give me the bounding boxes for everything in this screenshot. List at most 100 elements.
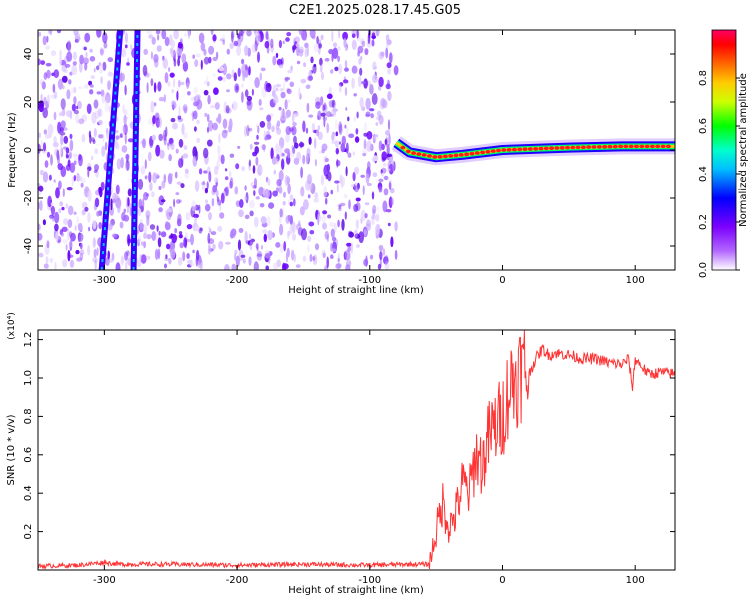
noise-blob bbox=[255, 156, 259, 166]
noise-blob bbox=[378, 140, 383, 152]
noise-blob bbox=[248, 159, 252, 167]
noise-blob bbox=[317, 213, 320, 226]
noise-blob bbox=[94, 259, 97, 270]
noise-blob bbox=[87, 168, 90, 178]
noise-blob bbox=[305, 127, 309, 134]
noise-blob bbox=[383, 175, 389, 181]
noise-blob bbox=[69, 162, 76, 173]
noise-blob bbox=[258, 98, 262, 107]
noise-blob bbox=[246, 100, 252, 106]
noise-blob bbox=[38, 31, 42, 37]
noise-blob bbox=[177, 115, 182, 120]
noise-blob bbox=[171, 40, 175, 49]
noise-blob bbox=[364, 213, 368, 219]
noise-blob bbox=[52, 83, 56, 94]
noise-blob bbox=[54, 91, 58, 99]
carrier-peak bbox=[607, 144, 613, 149]
noise-blob bbox=[388, 196, 393, 209]
noise-blob bbox=[225, 186, 230, 197]
noise-blob bbox=[279, 87, 285, 92]
noise-blob bbox=[139, 218, 143, 231]
colorbar-tick-label: 0.0 bbox=[698, 262, 709, 278]
noise-blob bbox=[78, 118, 85, 125]
noise-blob bbox=[152, 115, 156, 125]
noise-blob bbox=[365, 97, 371, 110]
carrier-peak bbox=[665, 144, 671, 149]
noise-blob bbox=[265, 253, 271, 259]
noise-blob bbox=[208, 56, 212, 64]
noise-blob bbox=[363, 78, 368, 89]
noise-blob bbox=[107, 71, 113, 77]
noise-blob bbox=[278, 170, 284, 182]
noise-blob bbox=[306, 102, 310, 113]
noise-blob bbox=[378, 51, 385, 60]
noise-blob bbox=[177, 117, 184, 123]
noise-blob bbox=[61, 206, 65, 211]
noise-blob bbox=[212, 243, 216, 250]
noise-blob bbox=[293, 135, 297, 145]
noise-blob bbox=[217, 144, 221, 156]
noise-blob bbox=[249, 240, 253, 251]
noise-blob bbox=[331, 30, 334, 42]
noise-blob bbox=[48, 30, 52, 35]
noise-blob bbox=[160, 199, 166, 203]
noise-blob bbox=[58, 112, 63, 117]
noise-blob bbox=[159, 149, 165, 159]
noise-blob bbox=[95, 189, 101, 196]
noise-blob bbox=[65, 244, 68, 251]
noise-blob bbox=[237, 33, 240, 39]
noise-blob bbox=[149, 182, 153, 192]
noise-blob bbox=[382, 162, 387, 167]
noise-blob bbox=[281, 207, 284, 219]
noise-blob bbox=[225, 105, 230, 114]
noise-blob bbox=[324, 230, 329, 240]
noise-blob bbox=[110, 198, 113, 211]
noise-blob bbox=[93, 128, 97, 138]
noise-blob bbox=[375, 224, 381, 235]
noise-blob bbox=[363, 139, 367, 150]
noise-blob bbox=[120, 157, 124, 169]
noise-blob bbox=[89, 134, 92, 144]
colorbar: 0.0 0.2 0.4 0.6 0.8 Normalized spectral ampl… bbox=[698, 29, 749, 278]
noise-blob bbox=[67, 228, 70, 241]
noise-blob bbox=[92, 237, 97, 248]
noise-blob bbox=[46, 35, 49, 43]
noise-blob bbox=[93, 169, 98, 173]
noise-blob bbox=[265, 265, 269, 270]
noise-blob bbox=[98, 108, 103, 117]
noise-blob bbox=[53, 136, 57, 144]
noise-blob bbox=[146, 30, 152, 35]
noise-blob bbox=[384, 261, 390, 270]
noise-blob bbox=[386, 41, 389, 49]
noise-blob bbox=[251, 43, 257, 53]
noise-blob bbox=[47, 123, 54, 136]
noise-blob bbox=[304, 47, 308, 58]
noise-blob bbox=[214, 165, 219, 176]
noise-blob bbox=[68, 240, 73, 248]
noise-blob bbox=[96, 210, 100, 217]
noise-blob bbox=[180, 183, 185, 189]
noise-blob bbox=[96, 91, 102, 95]
noise-blob bbox=[326, 122, 330, 134]
noise-blob bbox=[99, 62, 104, 74]
noise-blob bbox=[186, 224, 193, 230]
noise-blob bbox=[203, 80, 208, 85]
noise-blob bbox=[382, 248, 386, 256]
noise-blob bbox=[62, 85, 65, 90]
noise-blob bbox=[378, 178, 384, 183]
noise-blob bbox=[176, 90, 179, 101]
noise-blob bbox=[67, 205, 74, 216]
noise-blob bbox=[172, 122, 178, 130]
noise-blob bbox=[363, 122, 368, 132]
noise-blob bbox=[208, 45, 215, 55]
noise-blob bbox=[256, 134, 259, 140]
noise-blob bbox=[299, 46, 304, 52]
noise-blob bbox=[285, 251, 289, 263]
noise-blob bbox=[180, 81, 185, 86]
noise-blob bbox=[45, 256, 49, 264]
noise-blob bbox=[120, 71, 123, 83]
noise-blob bbox=[246, 95, 253, 102]
noise-blob bbox=[264, 136, 268, 141]
carrier-peak bbox=[533, 147, 539, 151]
noise-blob bbox=[304, 180, 311, 191]
